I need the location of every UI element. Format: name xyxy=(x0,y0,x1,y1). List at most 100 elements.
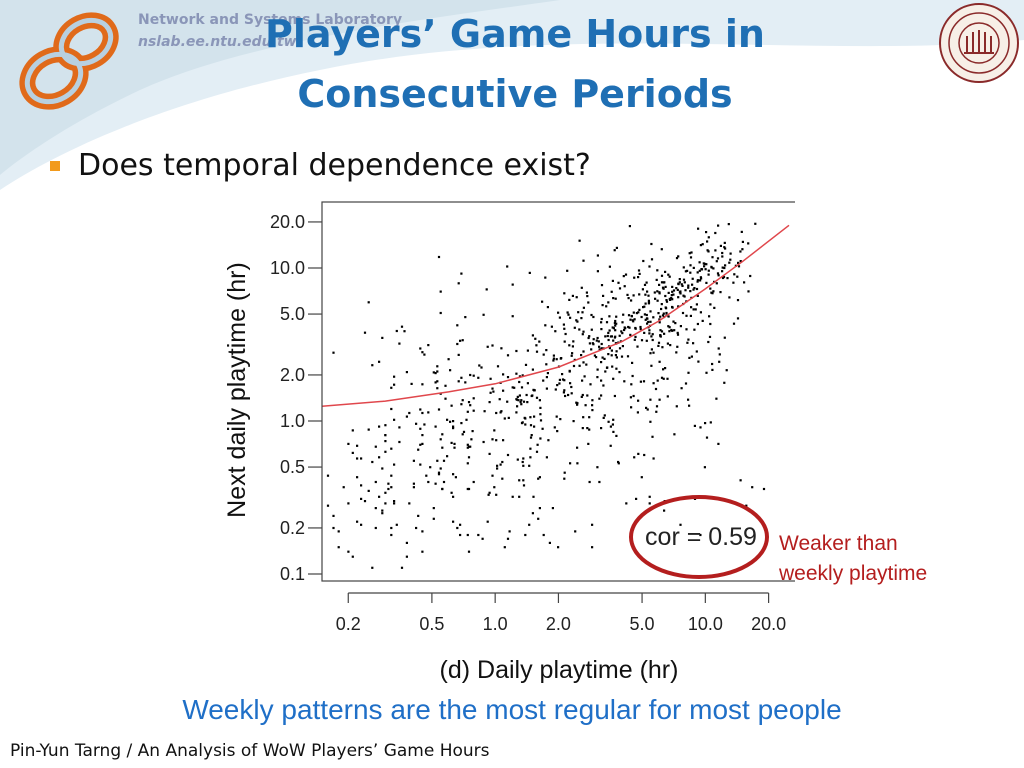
scatter-point xyxy=(496,365,500,368)
scatter-point xyxy=(642,306,645,309)
scatter-point xyxy=(515,411,518,414)
scatter-point xyxy=(620,355,624,358)
scatter-point xyxy=(648,265,651,268)
scatter-point xyxy=(695,287,699,291)
scatter-point xyxy=(650,364,653,367)
scatter-point xyxy=(677,283,680,286)
scatter-point xyxy=(472,374,475,377)
scatter-point xyxy=(684,289,687,292)
scatter-point xyxy=(387,482,390,485)
scatter-point xyxy=(408,411,411,415)
scatter-point xyxy=(575,401,578,404)
scatter-point xyxy=(582,259,585,262)
scatter-point xyxy=(469,373,472,377)
scatter-point xyxy=(665,299,668,302)
scatter-point xyxy=(571,345,574,348)
scatter-point xyxy=(421,434,424,437)
scatter-point xyxy=(522,457,525,460)
scatter-point xyxy=(351,429,354,432)
scatter-point xyxy=(533,425,536,428)
scatter-point xyxy=(374,480,377,484)
scatter-point xyxy=(708,335,712,338)
scatter-point xyxy=(491,438,494,441)
scatter-point xyxy=(614,354,617,357)
scatter-point xyxy=(659,335,662,338)
scatter-point xyxy=(378,425,381,428)
scatter-point xyxy=(581,333,584,336)
scatter-point xyxy=(637,452,640,455)
scatter-point xyxy=(550,325,553,328)
scatter-point xyxy=(687,286,690,289)
scatter-point xyxy=(495,493,498,496)
scatter-point xyxy=(662,368,665,371)
scatter-point xyxy=(603,414,606,417)
scatter-point xyxy=(698,269,701,272)
scatter-point xyxy=(648,495,651,498)
scatter-point xyxy=(555,358,558,361)
scatter-point xyxy=(582,361,585,364)
scatter-point xyxy=(523,416,526,419)
x-tick-label: 0.5 xyxy=(419,614,444,634)
scatter-point xyxy=(612,327,615,330)
scatter-point xyxy=(564,394,567,398)
scatter-point xyxy=(591,546,594,549)
scatter-point xyxy=(511,386,514,389)
scatter-point xyxy=(620,330,623,333)
scatter-point xyxy=(482,440,485,444)
scatter-point xyxy=(434,425,437,428)
scatter-point xyxy=(496,464,499,467)
scatter-point xyxy=(721,255,724,258)
x-tick-label: 2.0 xyxy=(546,614,571,634)
scatter-point xyxy=(717,224,720,227)
scatter-point xyxy=(522,464,525,467)
scatter-point xyxy=(607,353,610,356)
scatter-point xyxy=(360,484,363,487)
scatter-point xyxy=(675,257,679,260)
scatter-point xyxy=(615,350,618,353)
scatter-point xyxy=(653,291,656,294)
scatter-point xyxy=(598,480,601,484)
scatter-point xyxy=(648,332,651,335)
scatter-point xyxy=(478,364,481,367)
scatter-point xyxy=(449,420,452,423)
scatter-point xyxy=(732,322,736,325)
scatter-point xyxy=(585,363,588,366)
scatter-point xyxy=(570,392,573,395)
scatter-point xyxy=(668,330,671,333)
scatter-point xyxy=(749,274,752,278)
scatter-point xyxy=(583,375,586,378)
scatter-point xyxy=(582,330,585,333)
scatter-point xyxy=(482,313,485,316)
scatter-point xyxy=(507,416,510,419)
scatter-point xyxy=(699,279,702,282)
scatter-point xyxy=(638,308,641,311)
scatter-point xyxy=(405,415,408,418)
scatter-point xyxy=(384,450,387,453)
scatter-point xyxy=(626,293,629,296)
scatter-point xyxy=(588,428,591,431)
scatter-point xyxy=(691,283,694,286)
x-tick-label: 10.0 xyxy=(688,614,723,634)
scatter-point xyxy=(446,418,449,421)
scatter-point xyxy=(647,320,650,323)
scatter-point xyxy=(586,394,589,397)
scatter-point xyxy=(624,327,627,330)
scatter-point xyxy=(672,293,675,296)
scatter-point xyxy=(516,398,519,401)
scatter-point xyxy=(615,434,618,437)
scatter-point xyxy=(587,301,590,304)
scatter-point xyxy=(491,474,494,477)
scatter-point xyxy=(673,329,676,332)
scatter-point xyxy=(520,386,524,389)
scatter-point xyxy=(618,347,622,350)
scatter-point xyxy=(705,371,708,374)
scatter-point xyxy=(608,347,611,350)
scatter-point xyxy=(639,328,642,331)
scatter-point xyxy=(611,326,614,329)
scatter-point xyxy=(695,303,698,306)
scatter-point xyxy=(491,344,494,347)
scatter-point xyxy=(460,403,463,406)
scatter-point xyxy=(610,290,613,293)
scatter-point xyxy=(666,377,669,380)
scatter-point xyxy=(506,537,510,540)
